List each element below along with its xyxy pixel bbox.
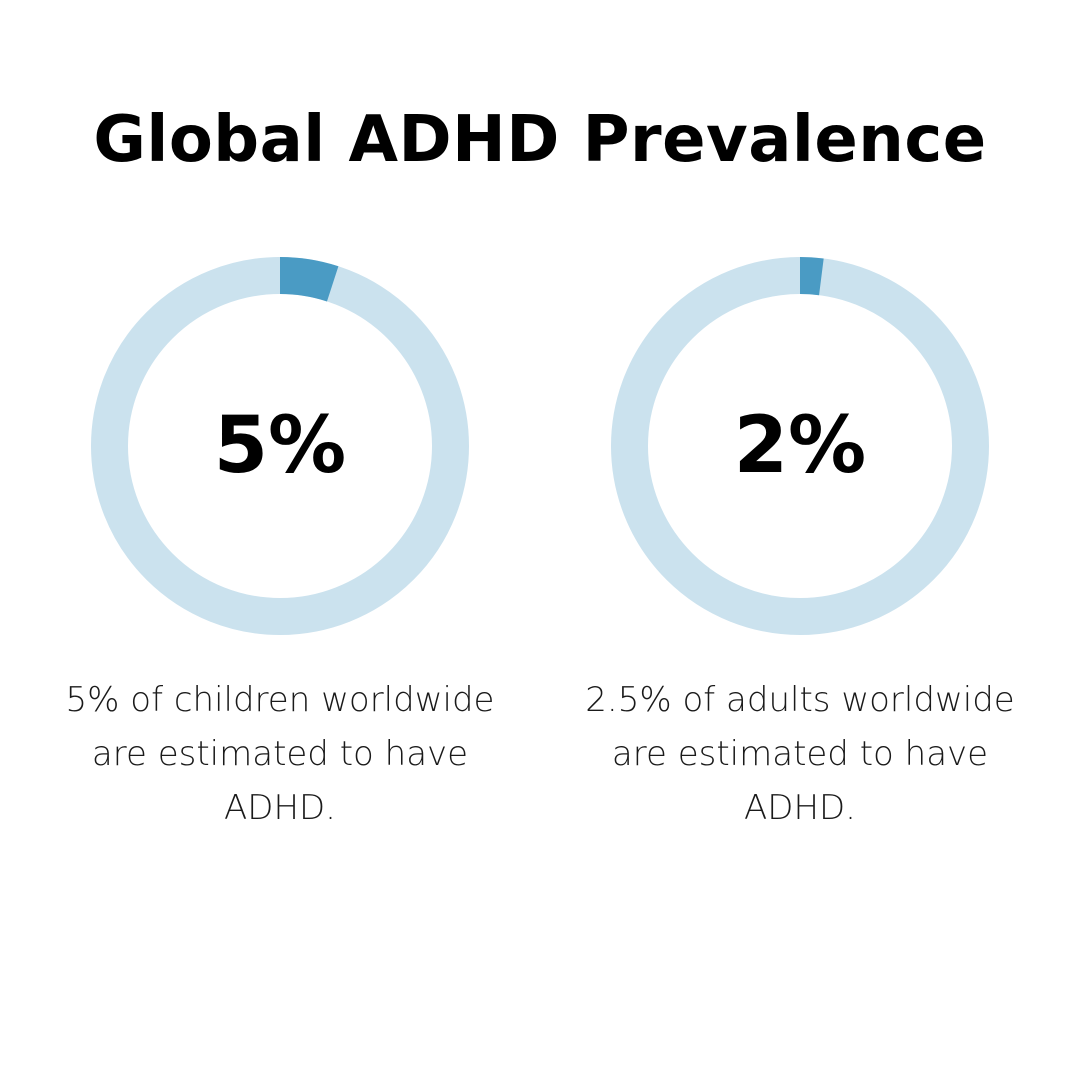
- donut-chart-adults: [611, 257, 989, 635]
- donut-chart-children: [91, 257, 469, 635]
- donut-value-arc: [279, 257, 339, 302]
- donut-caption: 5% of children worldwide are estimated t…: [65, 680, 495, 828]
- center-value-label: 2%: [733, 401, 867, 491]
- donut-caption: 2.5% of adults worldwide are estimated t…: [585, 680, 1015, 828]
- donut-value-arc: [799, 257, 824, 296]
- page-title: Global ADHD Prevalence: [93, 103, 987, 177]
- center-value-label: 5%: [213, 401, 347, 491]
